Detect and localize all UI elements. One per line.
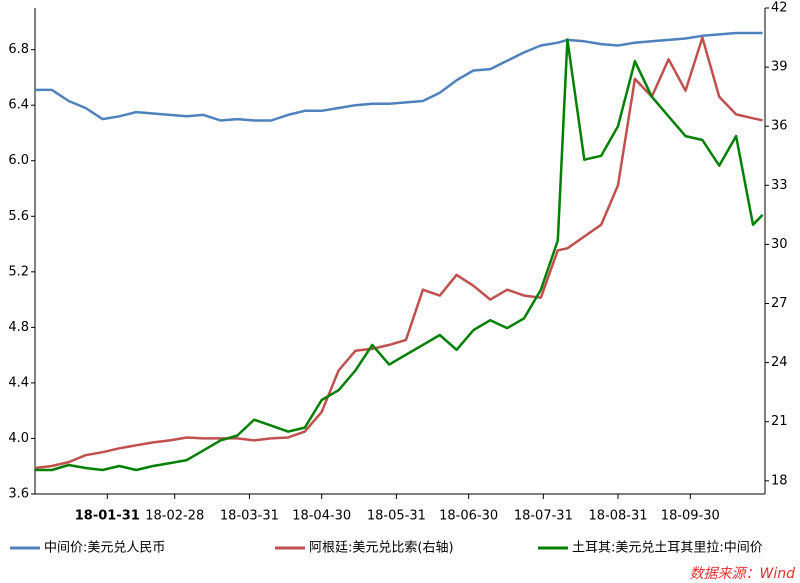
y-tick-label: 5.2 <box>8 264 29 279</box>
x-tick-label: 18-05-31 <box>367 509 426 524</box>
legend-label: 阿根廷:美元兑比索(右轴) <box>309 541 454 556</box>
x-tick-label: 18-09-30 <box>661 509 720 524</box>
y-tick-label: 3.6 <box>8 487 29 502</box>
x-tick-label: 18-04-30 <box>292 509 351 524</box>
legend-label: 土耳其:美元兑土耳其里拉:中间价 <box>572 541 763 556</box>
y-tick-label: 4.4 <box>8 375 29 390</box>
y2-tick-label: 27 <box>771 296 788 311</box>
x-tick-label: 18-03-31 <box>220 509 279 524</box>
series-line <box>35 31 763 122</box>
y2-tick-label: 24 <box>771 355 788 370</box>
y-tick-label: 6.4 <box>8 98 29 113</box>
y-tick-label: 5.6 <box>8 209 29 224</box>
x-tick-label: 18-01-31 <box>75 509 140 524</box>
x-tick-label: 18-02-28 <box>145 509 204 524</box>
x-tick-label: 18-06-30 <box>439 509 498 524</box>
y2-tick-label: 21 <box>771 414 788 429</box>
series-line <box>35 38 764 472</box>
x-tick-label: 18-07-31 <box>514 509 573 524</box>
y-tick-label: 4.8 <box>8 320 29 335</box>
y-tick-label: 4.0 <box>8 431 29 446</box>
x-tick-label: 18-08-31 <box>589 509 648 524</box>
source-note: 数据来源：Wind <box>690 566 796 582</box>
series-line <box>34 36 763 470</box>
y2-tick-label: 18 <box>771 473 788 488</box>
y2-tick-label: 30 <box>771 237 788 252</box>
legend-label: 中间价:美元兑人民币 <box>44 541 165 556</box>
y2-tick-label: 36 <box>771 119 788 134</box>
y-tick-label: 6.0 <box>8 153 29 168</box>
y-tick-label: 6.8 <box>8 42 29 57</box>
y2-tick-label: 33 <box>771 178 788 193</box>
y2-tick-label: 42 <box>771 1 788 16</box>
y2-tick-label: 39 <box>771 60 788 75</box>
